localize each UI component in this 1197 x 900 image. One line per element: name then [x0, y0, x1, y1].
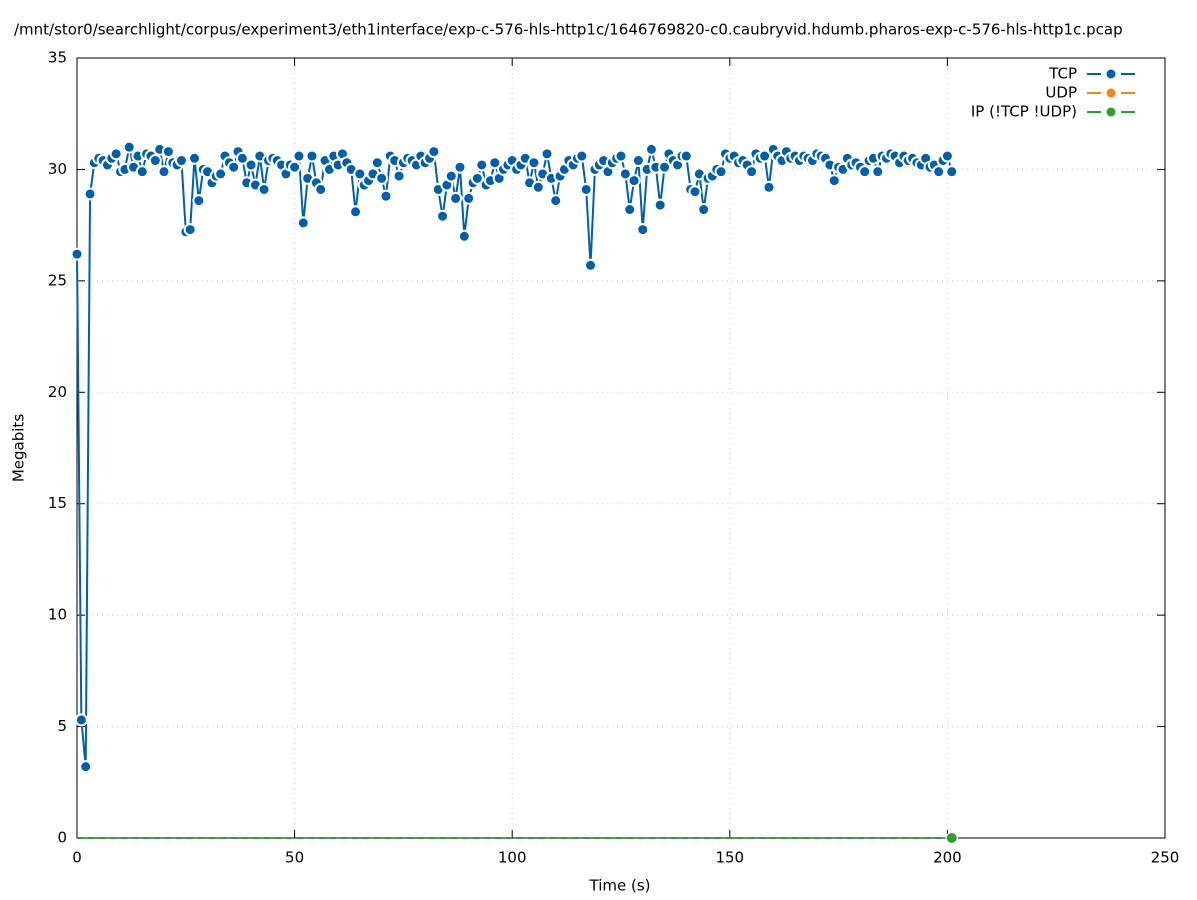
data-point	[540, 147, 554, 161]
data-point	[945, 832, 958, 844]
data-point	[257, 182, 271, 196]
data-point	[871, 165, 885, 179]
data-point	[827, 174, 841, 188]
data-point	[296, 216, 310, 230]
data-point	[148, 154, 162, 168]
data-point	[161, 145, 175, 159]
data-point	[618, 167, 632, 181]
x-axis-label: Time (s)	[589, 877, 651, 895]
data-point	[122, 140, 136, 154]
legend-swatch-point	[1104, 67, 1118, 81]
data-point	[74, 713, 88, 727]
legend-swatch-point	[1104, 105, 1118, 119]
x-tick-label: 50	[285, 849, 304, 867]
data-point	[644, 142, 658, 156]
data-point	[135, 165, 149, 179]
data-point	[932, 165, 946, 179]
data-point	[183, 223, 197, 237]
y-tick-label: 30	[48, 160, 67, 178]
data-point	[758, 149, 772, 163]
legend-swatch-point	[1104, 86, 1118, 100]
data-point	[349, 205, 363, 219]
data-point	[457, 229, 471, 243]
data-point	[549, 194, 563, 208]
data-point	[575, 149, 589, 163]
data-point	[653, 198, 667, 212]
data-point	[627, 174, 641, 188]
y-tick-label: 35	[48, 49, 67, 67]
data-point	[436, 209, 450, 223]
data-point	[453, 160, 467, 174]
chart-title: /mnt/stor0/searchlight/corpus/experiment…	[14, 21, 1123, 39]
data-point	[745, 165, 759, 179]
data-point	[214, 167, 228, 181]
data-point	[762, 180, 776, 194]
data-point	[288, 160, 302, 174]
data-point	[658, 160, 672, 174]
data-point	[157, 165, 171, 179]
y-tick-label: 0	[57, 829, 67, 847]
data-point	[109, 147, 123, 161]
data-point	[470, 171, 484, 185]
data-point	[614, 149, 628, 163]
data-point	[370, 156, 384, 170]
data-point	[379, 189, 393, 203]
data-point	[488, 156, 502, 170]
data-point	[579, 182, 593, 196]
y-tick-label: 20	[48, 383, 67, 401]
data-point	[584, 258, 598, 272]
data-point	[623, 203, 637, 217]
data-point	[527, 156, 541, 170]
data-point	[292, 149, 306, 163]
data-point	[305, 149, 319, 163]
data-point	[375, 171, 389, 185]
data-point	[531, 180, 545, 194]
data-point	[636, 223, 650, 237]
series-line	[76, 145, 953, 767]
y-tick-label: 10	[48, 606, 67, 624]
x-tick-label: 0	[72, 849, 82, 867]
data-point	[679, 149, 693, 163]
x-tick-label: 250	[1151, 849, 1180, 867]
data-point	[192, 194, 206, 208]
data-point	[227, 160, 241, 174]
data-point	[714, 165, 728, 179]
data-point	[631, 154, 645, 168]
data-point	[427, 145, 441, 159]
data-point	[945, 165, 959, 179]
data-point	[392, 169, 406, 183]
data-point	[449, 191, 463, 205]
data-point	[462, 191, 476, 205]
y-axis-label: Megabits	[10, 414, 28, 482]
data-point	[858, 165, 872, 179]
data-point	[688, 185, 702, 199]
y-tick-label: 25	[48, 271, 67, 289]
data-point	[475, 158, 489, 172]
x-tick-label: 200	[933, 849, 962, 867]
y-tick-label: 5	[57, 717, 67, 735]
data-point	[353, 167, 367, 181]
data-point	[83, 187, 97, 201]
data-point	[697, 203, 711, 217]
x-tick-label: 150	[715, 849, 744, 867]
data-point	[70, 247, 84, 261]
legend-label: IP (!TCP !UDP)	[971, 103, 1077, 121]
x-tick-label: 100	[498, 849, 527, 867]
legend-label: UDP	[1045, 84, 1077, 102]
data-point	[244, 158, 258, 172]
data-point	[444, 169, 458, 183]
data-point	[174, 154, 188, 168]
data-point	[235, 151, 249, 165]
data-point	[314, 182, 328, 196]
legend-label: TCP	[1048, 65, 1077, 83]
data-point	[188, 151, 202, 165]
data-point	[940, 149, 954, 163]
data-point	[79, 760, 93, 774]
y-tick-label: 15	[48, 494, 67, 512]
